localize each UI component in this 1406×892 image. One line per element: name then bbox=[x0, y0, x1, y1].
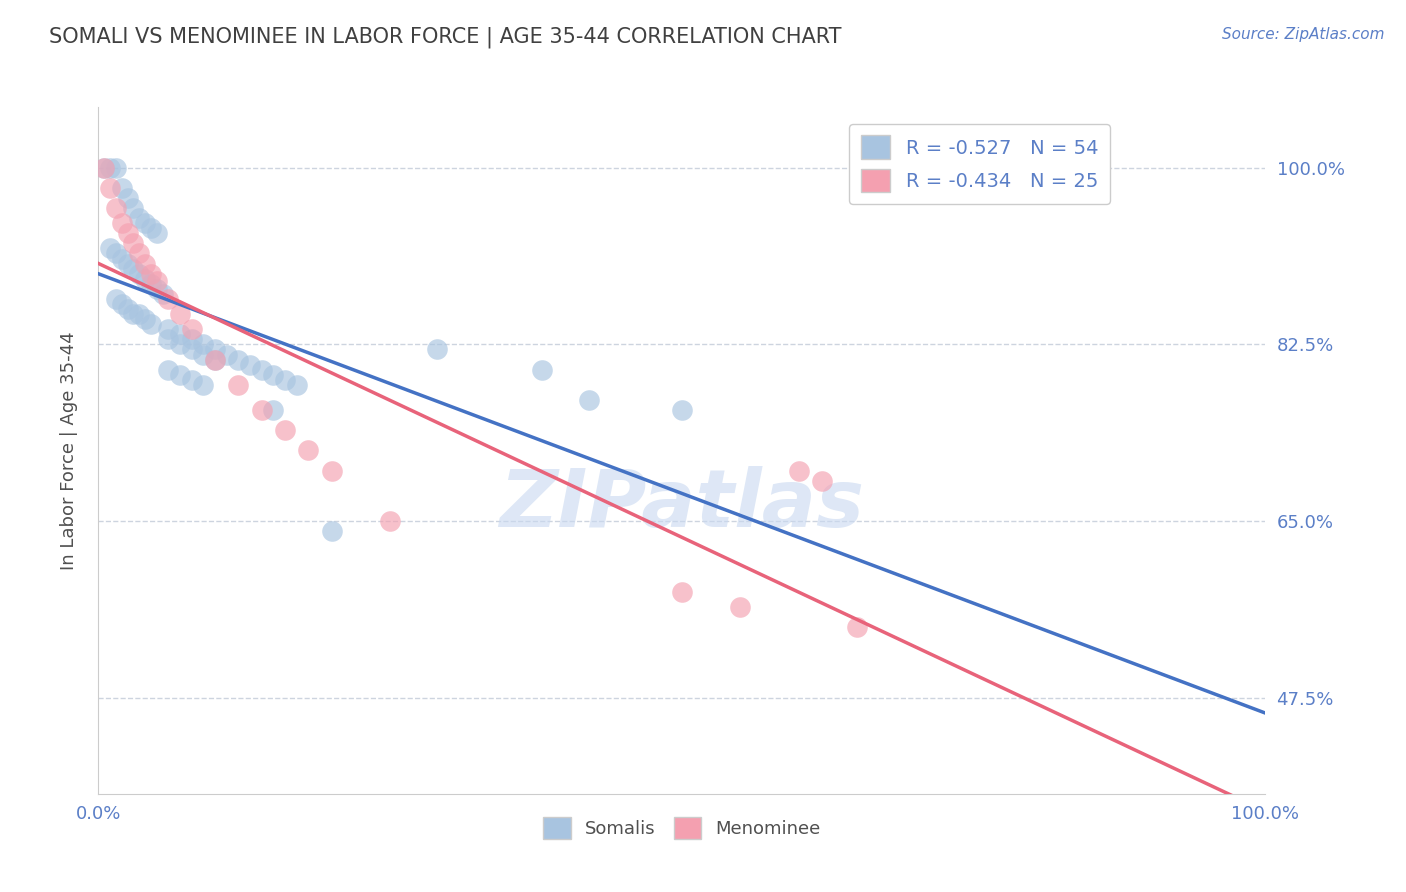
Point bbox=[104, 246, 127, 260]
Point bbox=[274, 373, 297, 387]
Point bbox=[98, 161, 121, 175]
Point bbox=[193, 377, 215, 392]
Point bbox=[104, 292, 127, 306]
Point bbox=[128, 307, 150, 321]
Point bbox=[157, 292, 180, 306]
Point bbox=[169, 307, 191, 321]
Point bbox=[204, 352, 226, 367]
Point bbox=[530, 362, 553, 376]
Point bbox=[111, 216, 134, 230]
Point bbox=[122, 307, 145, 321]
Point bbox=[169, 368, 191, 382]
Point bbox=[846, 620, 869, 634]
Point bbox=[239, 358, 262, 372]
Point bbox=[104, 161, 127, 175]
Legend: Somalis, Menominee: Somalis, Menominee bbox=[536, 810, 828, 847]
Point bbox=[285, 377, 308, 392]
Point bbox=[104, 201, 127, 215]
Point bbox=[134, 272, 156, 286]
Point bbox=[262, 368, 284, 382]
Point bbox=[146, 227, 169, 241]
Point bbox=[215, 347, 238, 361]
Point bbox=[117, 191, 139, 205]
Point bbox=[180, 332, 202, 346]
Point bbox=[426, 343, 449, 357]
Point bbox=[180, 373, 202, 387]
Point bbox=[117, 257, 139, 271]
Point bbox=[228, 377, 250, 392]
Point bbox=[117, 301, 139, 316]
Point bbox=[93, 161, 115, 175]
Point bbox=[93, 161, 115, 175]
Point bbox=[193, 337, 215, 351]
Point bbox=[180, 343, 202, 357]
Point bbox=[128, 267, 150, 281]
Point bbox=[671, 585, 693, 599]
Point bbox=[111, 252, 134, 266]
Point bbox=[157, 362, 180, 376]
Point bbox=[321, 464, 343, 478]
Point bbox=[380, 514, 402, 528]
Point bbox=[262, 403, 284, 417]
Point bbox=[787, 464, 810, 478]
Text: Source: ZipAtlas.com: Source: ZipAtlas.com bbox=[1222, 27, 1385, 42]
Text: SOMALI VS MENOMINEE IN LABOR FORCE | AGE 35-44 CORRELATION CHART: SOMALI VS MENOMINEE IN LABOR FORCE | AGE… bbox=[49, 27, 842, 48]
Point bbox=[134, 312, 156, 326]
Point bbox=[122, 236, 145, 251]
Point bbox=[139, 317, 162, 331]
Point bbox=[250, 362, 273, 376]
Point bbox=[139, 221, 162, 235]
Point bbox=[122, 201, 145, 215]
Point bbox=[122, 261, 145, 276]
Point bbox=[297, 443, 319, 458]
Point bbox=[139, 277, 162, 291]
Point bbox=[146, 282, 169, 296]
Point bbox=[578, 392, 600, 407]
Point bbox=[180, 322, 202, 336]
Point bbox=[134, 216, 156, 230]
Point bbox=[274, 423, 297, 437]
Point bbox=[98, 181, 121, 195]
Point bbox=[157, 322, 180, 336]
Point bbox=[321, 524, 343, 539]
Point bbox=[111, 297, 134, 311]
Point bbox=[228, 352, 250, 367]
Point bbox=[811, 474, 834, 488]
Point bbox=[128, 246, 150, 260]
Point bbox=[111, 181, 134, 195]
Point bbox=[250, 403, 273, 417]
Point bbox=[204, 343, 226, 357]
Point bbox=[128, 211, 150, 226]
Point bbox=[730, 600, 752, 615]
Point bbox=[152, 286, 174, 301]
Point bbox=[117, 227, 139, 241]
Point bbox=[204, 352, 226, 367]
Point bbox=[146, 274, 169, 288]
Y-axis label: In Labor Force | Age 35-44: In Labor Force | Age 35-44 bbox=[59, 331, 77, 570]
Point bbox=[157, 332, 180, 346]
Point bbox=[671, 403, 693, 417]
Text: ZIPatlas: ZIPatlas bbox=[499, 467, 865, 544]
Point bbox=[169, 337, 191, 351]
Point bbox=[139, 267, 162, 281]
Point bbox=[193, 347, 215, 361]
Point bbox=[169, 327, 191, 342]
Point bbox=[98, 242, 121, 256]
Point bbox=[134, 257, 156, 271]
